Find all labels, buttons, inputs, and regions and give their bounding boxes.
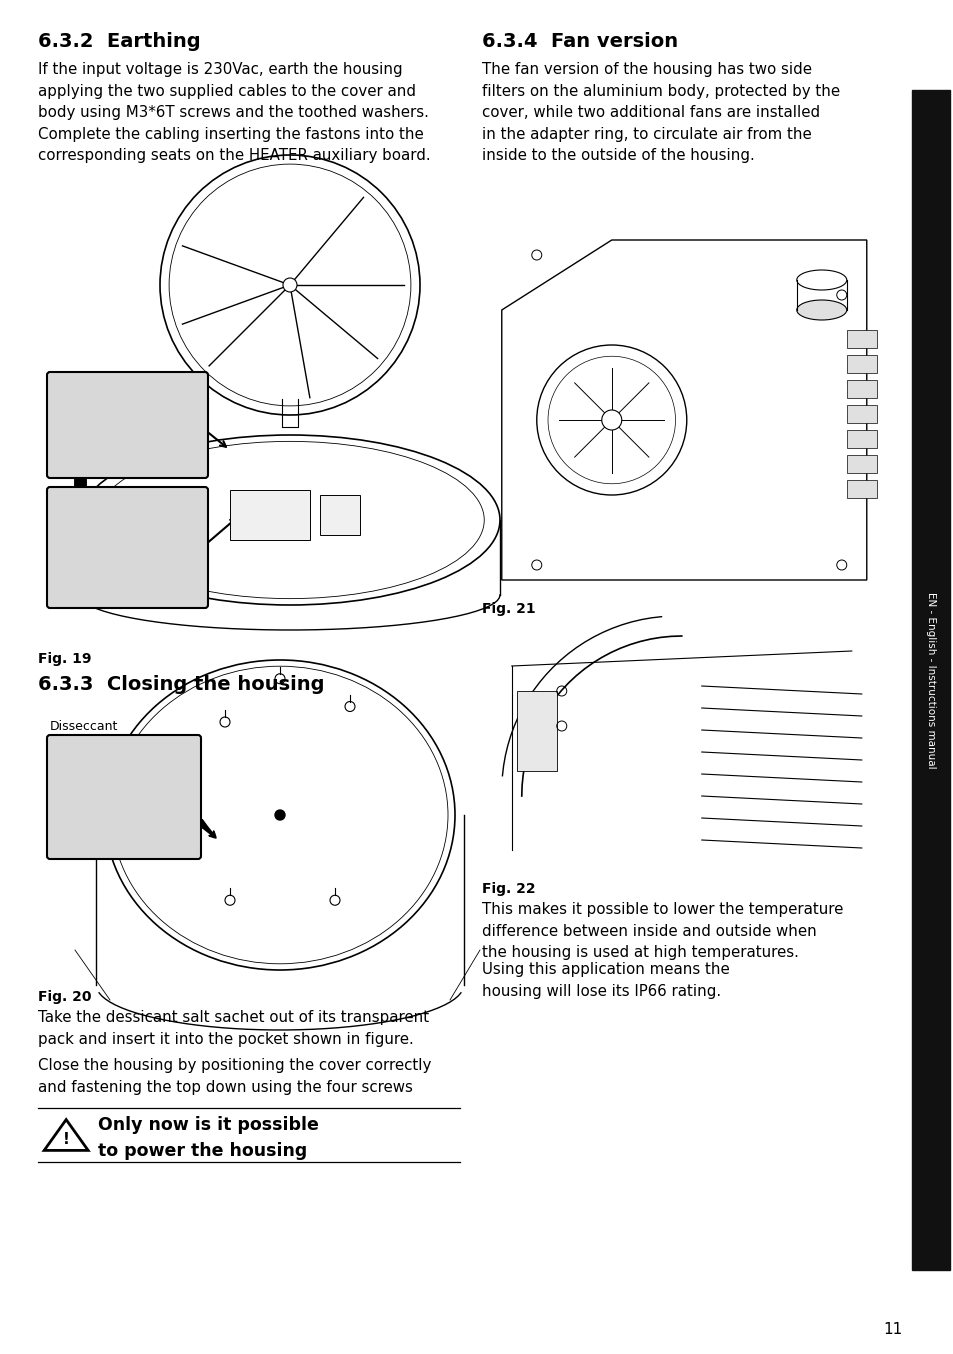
Text: 11: 11: [882, 1323, 902, 1338]
Text: EN - English - Instructions manual: EN - English - Instructions manual: [925, 592, 935, 768]
Bar: [846, 405, 876, 422]
Circle shape: [283, 278, 296, 292]
Text: Fig. 22: Fig. 22: [481, 881, 535, 896]
Bar: [319, 496, 359, 535]
FancyBboxPatch shape: [47, 487, 208, 608]
FancyBboxPatch shape: [47, 735, 201, 858]
Bar: [846, 455, 876, 473]
Bar: [846, 481, 876, 498]
Text: Close the housing by positioning the cover correctly
and fastening the top down : Close the housing by positioning the cov…: [38, 1057, 431, 1094]
Circle shape: [601, 410, 621, 431]
Text: 6.3.2  Earthing: 6.3.2 Earthing: [38, 32, 200, 51]
FancyBboxPatch shape: [47, 372, 208, 478]
Circle shape: [537, 345, 686, 496]
Ellipse shape: [796, 269, 846, 290]
Bar: [517, 691, 557, 770]
Text: This makes it possible to lower the temperature
difference between inside and ou: This makes it possible to lower the temp…: [481, 902, 842, 960]
Text: Take the dessicant salt sachet out of its transparent
pack and insert it into th: Take the dessicant salt sachet out of it…: [38, 1010, 429, 1047]
Circle shape: [274, 810, 285, 821]
Bar: [846, 330, 876, 348]
Ellipse shape: [796, 301, 846, 320]
Text: Fig. 21: Fig. 21: [481, 603, 535, 616]
Text: 6.3.3  Closing the housing: 6.3.3 Closing the housing: [38, 676, 324, 695]
Text: The fan version of the housing has two side
filters on the aluminium body, prote: The fan version of the housing has two s…: [481, 62, 839, 164]
Text: Fig. 19: Fig. 19: [38, 653, 91, 666]
Bar: [846, 431, 876, 448]
Polygon shape: [501, 240, 866, 580]
Text: Fig. 20: Fig. 20: [38, 990, 91, 1005]
Text: Only now is it possible
to power the housing: Only now is it possible to power the hou…: [98, 1116, 318, 1159]
Ellipse shape: [80, 435, 499, 605]
Text: If the input voltage is 230Vac, earth the housing
applying the two supplied cabl: If the input voltage is 230Vac, earth th…: [38, 62, 431, 164]
Bar: [846, 380, 876, 398]
Bar: [230, 490, 310, 540]
Text: Disseccant
salt sachet: Disseccant salt sachet: [50, 720, 118, 750]
Text: Using this application means the
housing will lose its IP66 rating.: Using this application means the housing…: [481, 961, 729, 999]
Text: !: !: [63, 1132, 70, 1147]
Bar: [846, 355, 876, 372]
Bar: [911, 89, 949, 1270]
Text: 6.3.4  Fan version: 6.3.4 Fan version: [481, 32, 678, 51]
Ellipse shape: [105, 659, 455, 969]
